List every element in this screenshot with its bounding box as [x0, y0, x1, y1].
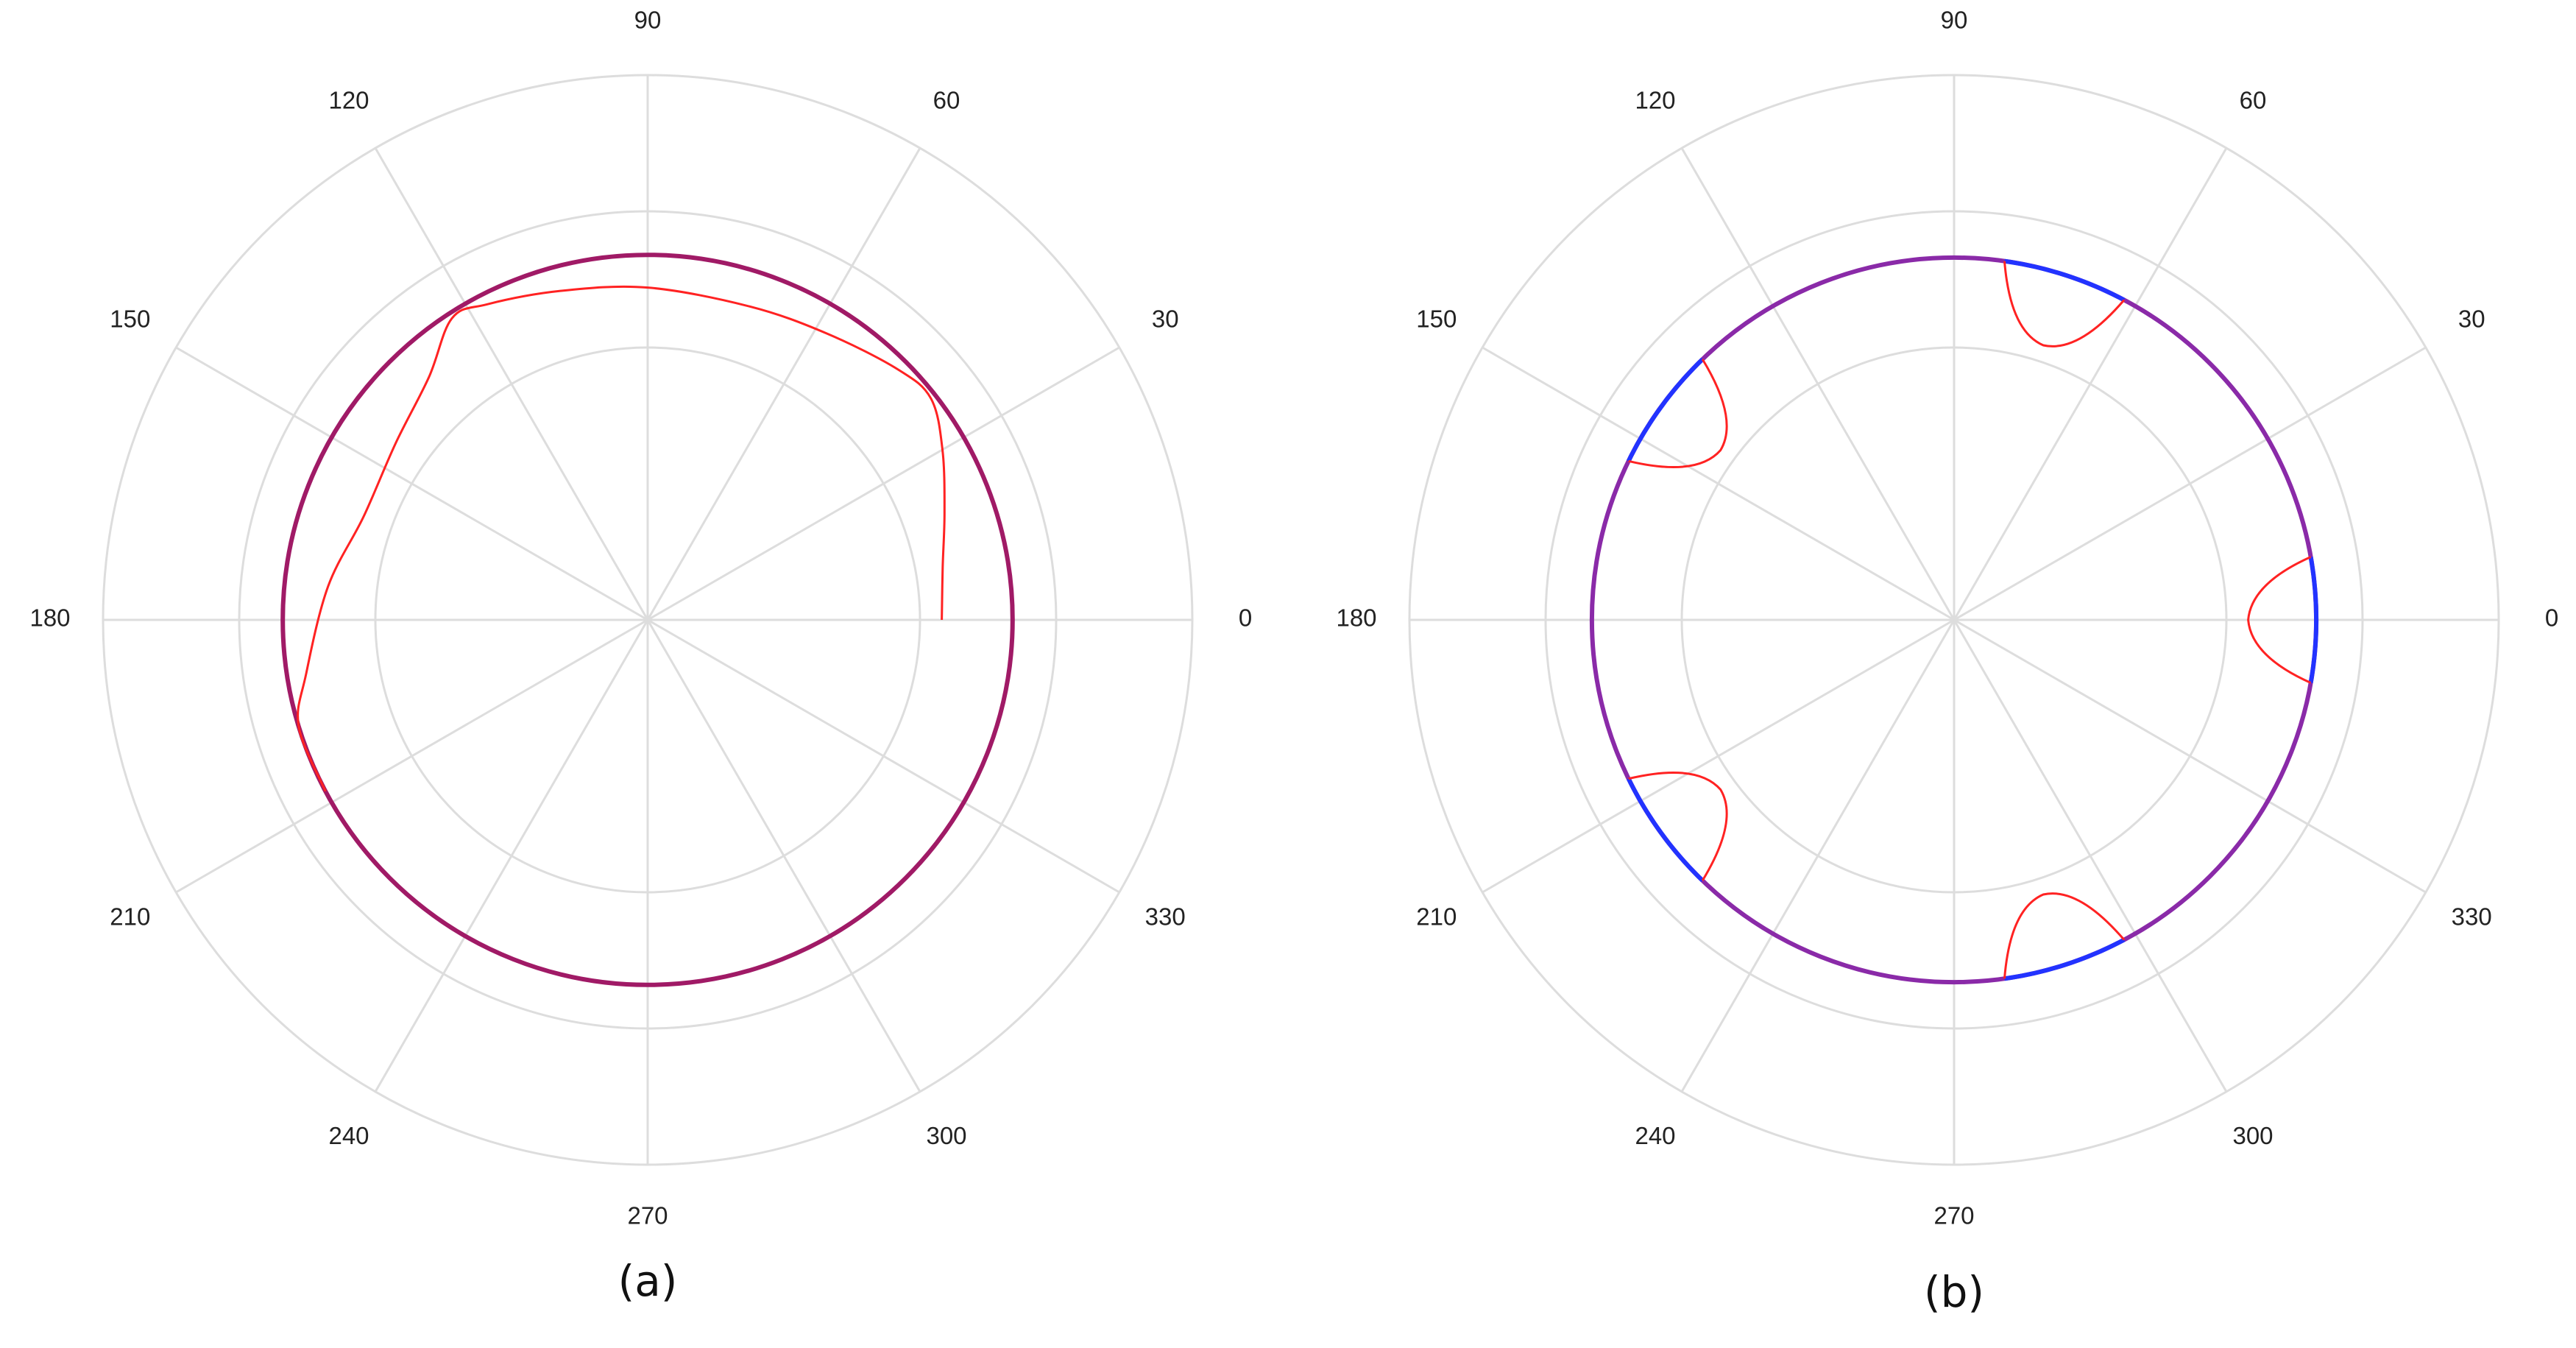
theta-tick-label-b-30: 30	[2458, 306, 2485, 333]
grid-spoke-b-300	[1953, 619, 2228, 1093]
series-circle-a	[280, 253, 1015, 987]
grid-spoke-a-120	[374, 147, 649, 621]
theta-tick-label-a-60: 60	[933, 87, 960, 114]
series-arc-b-4	[2004, 937, 2126, 981]
theta-tick-label-b-0: 0	[2545, 604, 2558, 632]
theta-tick-label-a-90: 90	[634, 7, 662, 34]
series-arc-b-1	[2004, 258, 2126, 303]
theta-tick-label-b-120: 120	[1635, 87, 1675, 114]
theta-ticks-a: 0 30 60 90 120 150 180 210 240 270 300 330	[29, 7, 1252, 1229]
theta-tick-label-a-0: 0	[1239, 604, 1252, 632]
theta-tick-label-b-330: 330	[2452, 903, 2492, 931]
theta-tick-label-b-270: 270	[1933, 1202, 1974, 1229]
grid-spoke-a-60	[646, 147, 921, 621]
theta-tick-label-a-210: 210	[110, 903, 150, 931]
panel-label-a: (a)	[618, 1256, 678, 1306]
series-arc-b-0	[2308, 557, 2319, 683]
series-lobe-b-1	[2003, 261, 2126, 347]
theta-tick-label-a-30: 30	[1152, 306, 1179, 333]
theta-tick-label-a-120: 120	[328, 87, 369, 114]
theta-tick-label-a-300: 300	[926, 1122, 966, 1149]
grid-spoke-a-30	[647, 346, 1120, 621]
theta-tick-label-b-150: 150	[1416, 306, 1457, 333]
polar-chart-b: 0 30 60 90 120 150 180 210 240 270 300 330 (b)	[1336, 7, 2558, 1317]
polar-chart-a: 0 30 60 90 120 150 180 210 240 270 300 330 (a)	[29, 7, 1252, 1306]
grid-spoke-b-60	[1953, 147, 2228, 621]
series-group-a	[280, 253, 1015, 987]
theta-tick-label-b-240: 240	[1635, 1122, 1675, 1149]
grid-spoke-b-120	[1680, 147, 1956, 621]
theta-ticks-b: 0 30 60 90 120 150 180 210 240 270 300 330	[1336, 7, 2558, 1229]
grid-spoke-a-150	[175, 346, 648, 621]
grid-spoke-b-150	[1482, 346, 1955, 621]
series-lobe-b-2	[1628, 359, 1728, 468]
grid-spoke-a-330	[647, 618, 1120, 894]
series-lobe-b-4	[2003, 892, 2126, 979]
theta-tick-label-b-300: 300	[2232, 1122, 2273, 1149]
series-lobe-b-0	[2247, 556, 2312, 684]
grid-spoke-b-330	[1953, 618, 2427, 894]
series-arc-b-3	[1627, 777, 1705, 883]
theta-tick-label-b-180: 180	[1336, 604, 1376, 632]
polar-grid-b	[1408, 74, 2500, 1166]
theta-tick-label-b-210: 210	[1416, 903, 1457, 931]
theta-tick-label-a-330: 330	[1145, 903, 1186, 931]
theta-tick-label-b-90: 90	[1941, 7, 1968, 34]
grid-spoke-b-240	[1680, 619, 1956, 1093]
theta-tick-label-a-270: 270	[627, 1202, 668, 1229]
grid-spoke-a-300	[646, 619, 921, 1093]
theta-tick-label-a-180: 180	[29, 604, 70, 632]
grid-spoke-b-30	[1953, 346, 2427, 621]
theta-tick-label-b-60: 60	[2240, 87, 2267, 114]
theta-tick-label-a-240: 240	[328, 1122, 369, 1149]
grid-spoke-a-240	[374, 619, 649, 1093]
grid-spoke-b-210	[1482, 618, 1955, 894]
grid-spoke-a-210	[175, 618, 648, 894]
series-arc-b-2	[1627, 357, 1705, 462]
series-line-a	[297, 285, 946, 792]
theta-tick-label-a-150: 150	[110, 306, 150, 333]
panel-label-b: (b)	[1924, 1267, 1984, 1317]
polar-grid-a	[102, 74, 1194, 1166]
series-lobe-b-3	[1628, 772, 1728, 881]
series-group-b	[1589, 255, 2319, 985]
